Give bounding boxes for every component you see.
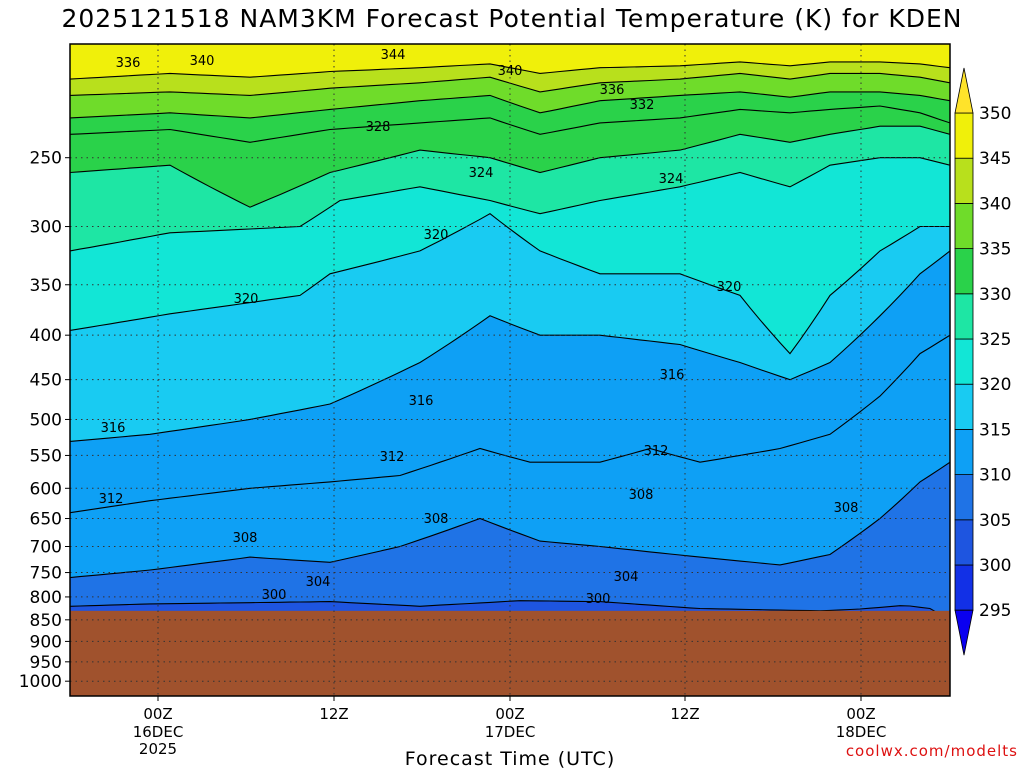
colorbar-segment [954,474,974,521]
contour-label: 312 [644,444,669,459]
y-tick-label: 750 [30,564,62,584]
chart-title: 2025121518 NAM3KM Forecast Potential Tem… [61,4,963,33]
colorbar-tick-label: 350 [979,104,1011,124]
contour-label: 300 [586,592,611,607]
colorbar-segment [954,157,974,204]
isentrope-308 [70,461,950,579]
contour-label: 308 [834,501,859,516]
colorbar-high-arrow [954,67,974,114]
contour-label: 308 [233,531,258,546]
source-credit: coolwx.com/modelts [845,742,1018,760]
contour-label: 304 [306,575,331,590]
contour-label: 308 [629,488,654,503]
colorbar-tick-label: 325 [979,330,1011,350]
contour-label: 312 [99,492,124,507]
y-tick-label: 550 [30,446,62,466]
y-tick-label: 300 [30,218,62,238]
y-tick-label: 950 [30,653,62,673]
colorbar-low-arrow [954,609,974,656]
colorbar-tick-label: 330 [979,285,1011,305]
contour-label: 336 [600,83,625,98]
colorbar-segment [954,202,974,249]
contour-label: 324 [659,172,684,187]
y-tick-label: 1000 [19,672,62,692]
contour-label: 344 [381,48,406,63]
y-tick-label: 250 [30,149,62,169]
colorbar-tick-label: 305 [979,511,1011,531]
contour-label: 336 [116,56,141,71]
contour-label: 316 [101,421,126,436]
temperature-band [70,106,950,208]
contour-label: 308 [424,512,449,527]
isentrope-304 [70,600,950,621]
isentrope-324 [70,157,950,252]
contour-label: 320 [234,292,259,307]
temperature-band [70,250,950,513]
colorbar-segment [954,112,974,159]
temperature-band [70,213,950,442]
isentrope-332 [70,105,950,143]
x-tick-label: 12Z [670,705,699,723]
contour-label: 332 [630,98,655,113]
x-tick-label: 16DEC [133,723,184,741]
y-tick-label: 350 [30,276,62,296]
isentrope-328 [70,125,950,208]
x-tick-label: 00Z [143,705,172,723]
isentrope-316 [70,250,950,442]
contour-label: 312 [380,450,405,465]
y-tick-label: 600 [30,479,62,499]
colorbar-segment [954,564,974,611]
y-tick-label: 500 [30,410,62,430]
contour-label: 316 [660,368,685,383]
x-tick-label: 18DEC [836,723,887,741]
colorbar-segment [954,338,974,385]
y-tick-label: 400 [30,326,62,346]
y-tick-label: 900 [30,632,62,652]
x-tick-label: 2025 [139,740,177,758]
colorbar-tick-label: 320 [979,375,1011,395]
temperature-band [70,157,950,354]
contour-label: 300 [262,588,287,603]
temperature-band [70,335,950,578]
y-tick-label: 650 [30,510,62,530]
isentrope-344 [70,61,950,80]
colorbar-tick-label: 335 [979,240,1011,260]
colorbar-segment [954,293,974,340]
y-tick-label: 450 [30,371,62,391]
contour-label: 320 [424,228,449,243]
temperature-band [70,91,950,143]
x-tick-label: 12Z [319,705,348,723]
colorbar-tick-label: 310 [979,466,1011,486]
colorbar-segment [954,428,974,475]
colorbar-tick-label: 340 [979,194,1011,214]
contour-label: 328 [366,120,391,135]
contour-label: 324 [469,166,494,181]
colorbar-segment [954,519,974,566]
x-tick-label: 00Z [495,705,524,723]
temperature-band [70,462,950,620]
y-tick-label: 850 [30,611,62,631]
x-axis-label: Forecast Time (UTC) [405,748,615,768]
contour-label: 340 [190,54,215,69]
contour-label: 316 [409,394,434,409]
contour-label: 320 [717,280,742,295]
contour-label: 304 [614,570,639,585]
temperature-band [70,61,950,96]
colorbar-tick-label: 295 [979,601,1011,621]
isentrope-336 [70,91,950,119]
colorbar-tick-label: 345 [979,149,1011,169]
x-tick-label: 00Z [846,705,875,723]
x-tick-label: 17DEC [485,723,536,741]
isentrope-320 [70,213,950,355]
colorbar-tick-label: 300 [979,556,1011,576]
colorbar-segment [954,248,974,295]
contour-label: 340 [498,64,523,79]
y-tick-label: 700 [30,538,62,558]
terrain-block [70,610,950,696]
colorbar-tick-label: 315 [979,420,1011,440]
y-tick-label: 800 [30,588,62,608]
colorbar-segment [954,383,974,430]
temperature-band [70,73,950,118]
